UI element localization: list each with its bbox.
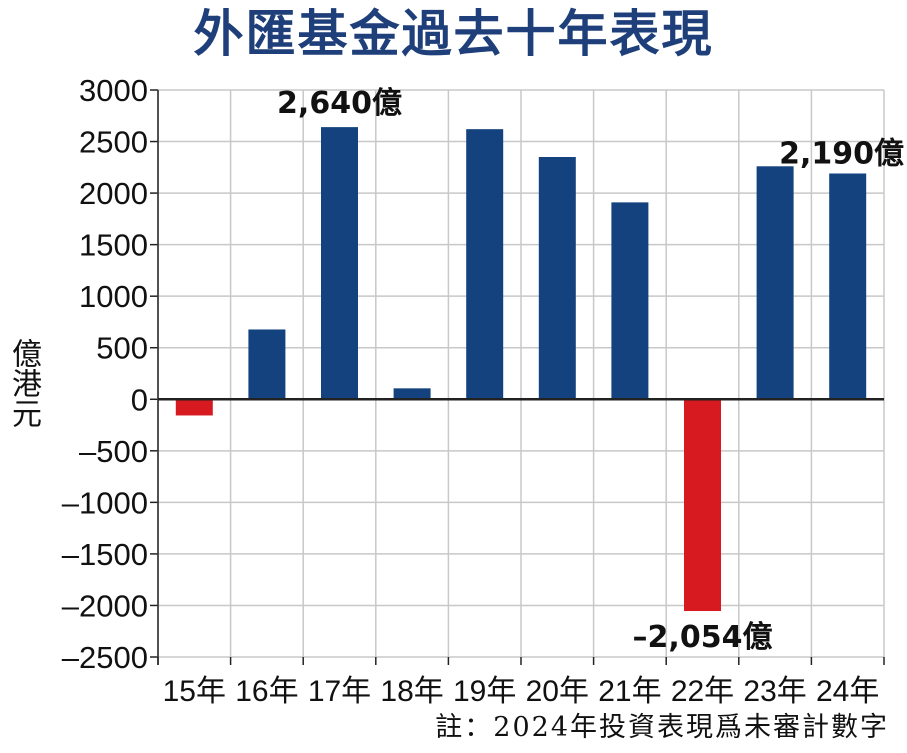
x-tick-label: 17年 — [308, 675, 371, 708]
y-tick-label: –1500 — [62, 537, 148, 572]
y-tick-label: 3000 — [79, 73, 148, 108]
y-tick-label: –500 — [79, 434, 148, 469]
bar — [393, 388, 431, 400]
bar — [248, 329, 286, 400]
data-label: –2,054億 — [633, 620, 773, 655]
y-tick-label: –1000 — [62, 485, 148, 520]
y-tick-label: –2000 — [62, 588, 148, 623]
x-tick-label: 15年 — [163, 675, 226, 708]
y-tick-label: –2500 — [62, 640, 148, 675]
x-tick-label: 19年 — [453, 675, 516, 708]
data-label: 2,640億 — [277, 86, 402, 121]
bar — [538, 157, 576, 400]
y-tick-label: 1500 — [79, 228, 148, 263]
x-tick-label: 16年 — [235, 675, 298, 708]
chart-note: 註：2024年投資表現爲未審計數字 — [435, 712, 889, 743]
data-label: 2,190億 — [779, 137, 904, 172]
x-tick-label: 20年 — [526, 675, 589, 708]
bar — [175, 399, 213, 416]
x-tick-label: 23年 — [743, 675, 806, 708]
y-tick-label: 2000 — [79, 176, 148, 211]
y-axis-label: 億港元 — [6, 338, 41, 428]
x-tick-label: 18年 — [380, 675, 443, 708]
x-tick-label: 22年 — [671, 675, 734, 708]
bar — [684, 399, 721, 612]
x-tick-label: 21年 — [598, 675, 661, 708]
y-tick-label: 0 — [131, 382, 148, 417]
bar — [611, 202, 649, 400]
y-tick-label: 500 — [96, 331, 148, 366]
bar — [466, 129, 504, 400]
chart-title: 外匯基金過去十年表現 — [193, 5, 714, 63]
y-tick-label: 1000 — [79, 279, 148, 314]
y-tick-label: 2500 — [79, 125, 148, 160]
bar — [829, 173, 867, 400]
bar — [756, 166, 794, 400]
x-tick-label: 24年 — [816, 675, 879, 708]
bar — [321, 127, 358, 400]
